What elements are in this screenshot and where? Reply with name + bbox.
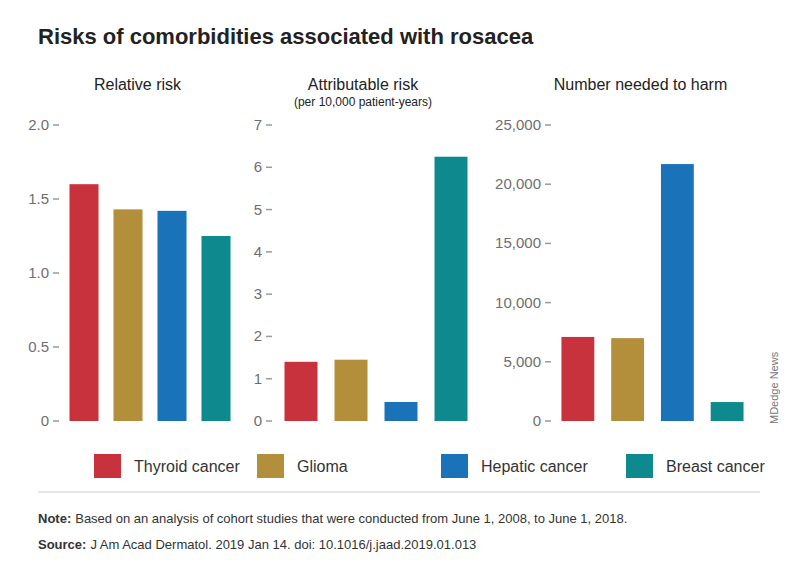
y-tick [266, 167, 272, 169]
bar [661, 164, 694, 421]
source-text: Source: J Am Acad Dermatol. 2019 Jan 14. … [38, 537, 476, 552]
bar [69, 184, 98, 421]
panel: Relative risk 0 0.5 1.0 1.5 2.0 [28, 76, 230, 429]
y-tick-label: 3 [254, 285, 262, 302]
legend-swatch [257, 454, 284, 478]
bars [285, 157, 468, 421]
legend-label: Thyroid cancer [134, 458, 240, 475]
bar [201, 236, 230, 421]
y-tick-label: 1.0 [28, 264, 49, 281]
bar [611, 338, 644, 421]
legend-label: Glioma [297, 458, 348, 475]
bar [113, 209, 142, 421]
y-tick-label: 15,000 [495, 234, 541, 251]
y-tick [266, 336, 272, 338]
panel-title: Number needed to harm [554, 76, 727, 93]
bar [711, 402, 744, 421]
y-tick [53, 346, 59, 348]
source-body: J Am Acad Dermatol. 2019 Jan 14. doi: 10… [90, 537, 476, 552]
y-tick-label: 6 [254, 158, 262, 175]
legend: Thyroid cancer Glioma Hepatic cancer Breast… [94, 454, 765, 478]
y-tick-label: 0 [41, 412, 49, 429]
y-tick [266, 293, 272, 295]
bars [69, 184, 230, 421]
separator [38, 492, 760, 493]
y-tick [53, 198, 59, 200]
y-tick-label: 5 [254, 201, 262, 218]
y-tick [545, 243, 551, 245]
y-tick-label: 4 [254, 243, 262, 260]
y-tick [266, 209, 272, 211]
y-tick-label: 2.0 [28, 116, 49, 133]
y-tick-label: 10,000 [495, 294, 541, 311]
panel: Attributable risk (per 10,000 patient-yea… [254, 76, 468, 429]
bar [335, 360, 368, 421]
background [0, 0, 792, 576]
y-tick-label: 25,000 [495, 116, 541, 133]
legend-swatch [441, 454, 468, 478]
y-tick [53, 420, 59, 422]
credit: MDedge News [768, 351, 780, 424]
y-tick-label: 1 [254, 370, 262, 387]
bar [157, 211, 186, 421]
y-tick [266, 251, 272, 253]
y-tick-label: 0 [254, 412, 262, 429]
y-tick-label: 20,000 [495, 175, 541, 192]
y-tick-label: 0 [533, 412, 541, 429]
bar [435, 157, 468, 421]
panel-title: Relative risk [94, 76, 182, 93]
panel: Number needed to harm 0 5,000 10,000 15,000 2… [495, 76, 743, 429]
note-label: Note: [38, 511, 71, 526]
y-tick-label: 0.5 [28, 338, 49, 355]
y-tick [545, 420, 551, 422]
y-tick [266, 124, 272, 126]
panel-title: Attributable risk [308, 76, 419, 93]
note-body: Based on an analysis of cohort studies t… [75, 511, 627, 526]
legend-label: Hepatic cancer [481, 458, 588, 475]
bars [561, 164, 743, 421]
source-label: Source: [38, 537, 86, 552]
bar [561, 337, 594, 421]
y-tick-label: 1.5 [28, 190, 49, 207]
bar [385, 402, 418, 421]
y-tick-label: 5,000 [503, 353, 541, 370]
chart-title: Risks of comorbidities associated with r… [38, 24, 534, 49]
y-tick [266, 420, 272, 422]
y-tick-label: 2 [254, 327, 262, 344]
note-text: Note: Based on an analysis of cohort stud… [38, 511, 627, 526]
y-tick [545, 302, 551, 304]
y-tick [545, 183, 551, 185]
y-tick [53, 124, 59, 126]
bar [285, 362, 318, 421]
y-tick [266, 378, 272, 380]
legend-swatch [94, 454, 121, 478]
y-tick [545, 361, 551, 363]
legend-label: Breast cancer [666, 458, 765, 475]
panel-subtitle: (per 10,000 patient-years) [294, 95, 432, 109]
y-tick [53, 272, 59, 274]
y-tick [545, 124, 551, 126]
y-tick-label: 7 [254, 116, 262, 133]
legend-swatch [626, 454, 653, 478]
figure: Risks of comorbidities associated with r… [0, 0, 792, 576]
